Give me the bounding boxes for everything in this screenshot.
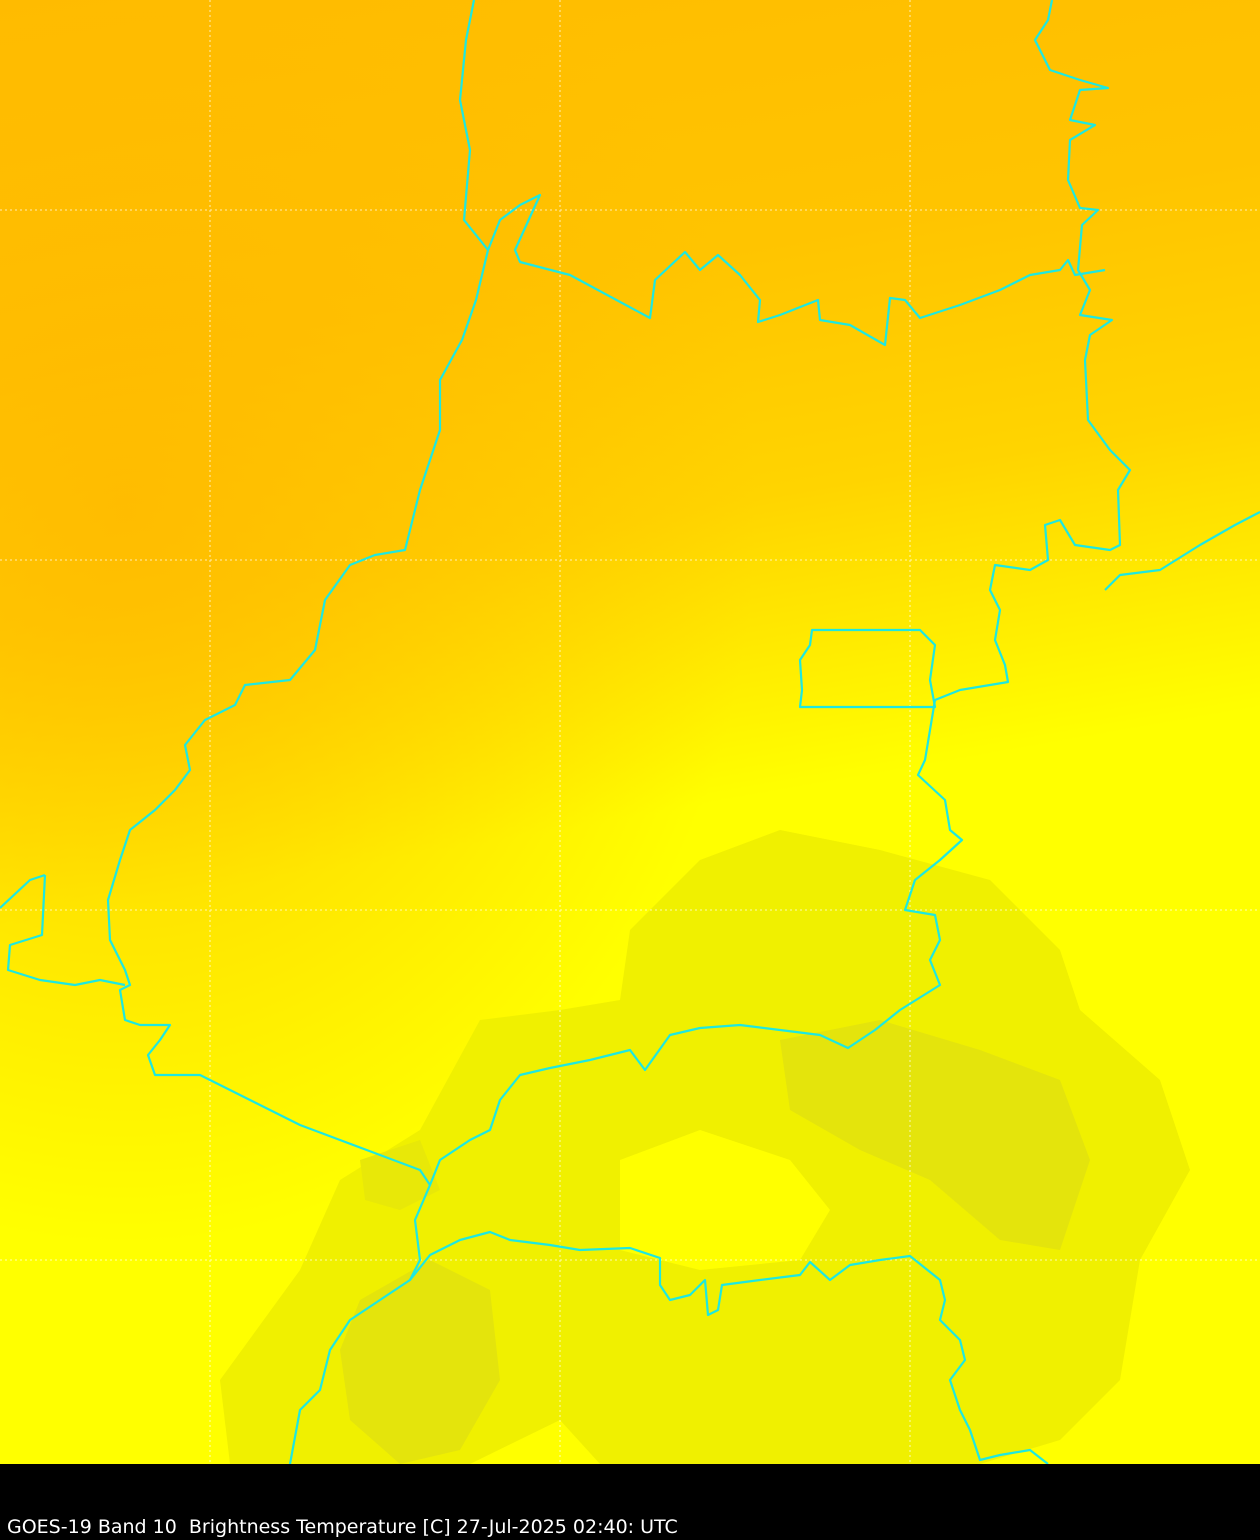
gridlines bbox=[0, 0, 1260, 1464]
caption-bar: GOES-19 Band 10 Brightness Temperature [… bbox=[0, 1464, 1260, 1540]
caption-text: GOES-19 Band 10 Brightness Temperature [… bbox=[7, 1516, 678, 1538]
brightness-temperature-map bbox=[0, 0, 1260, 1464]
warm-gap-region bbox=[620, 1130, 830, 1270]
coldest-cloud-region bbox=[780, 1020, 1090, 1250]
boundary-lines bbox=[0, 0, 1260, 1464]
coldest-cloud-region bbox=[340, 1260, 500, 1464]
coldest-cloud-region bbox=[360, 1140, 440, 1210]
